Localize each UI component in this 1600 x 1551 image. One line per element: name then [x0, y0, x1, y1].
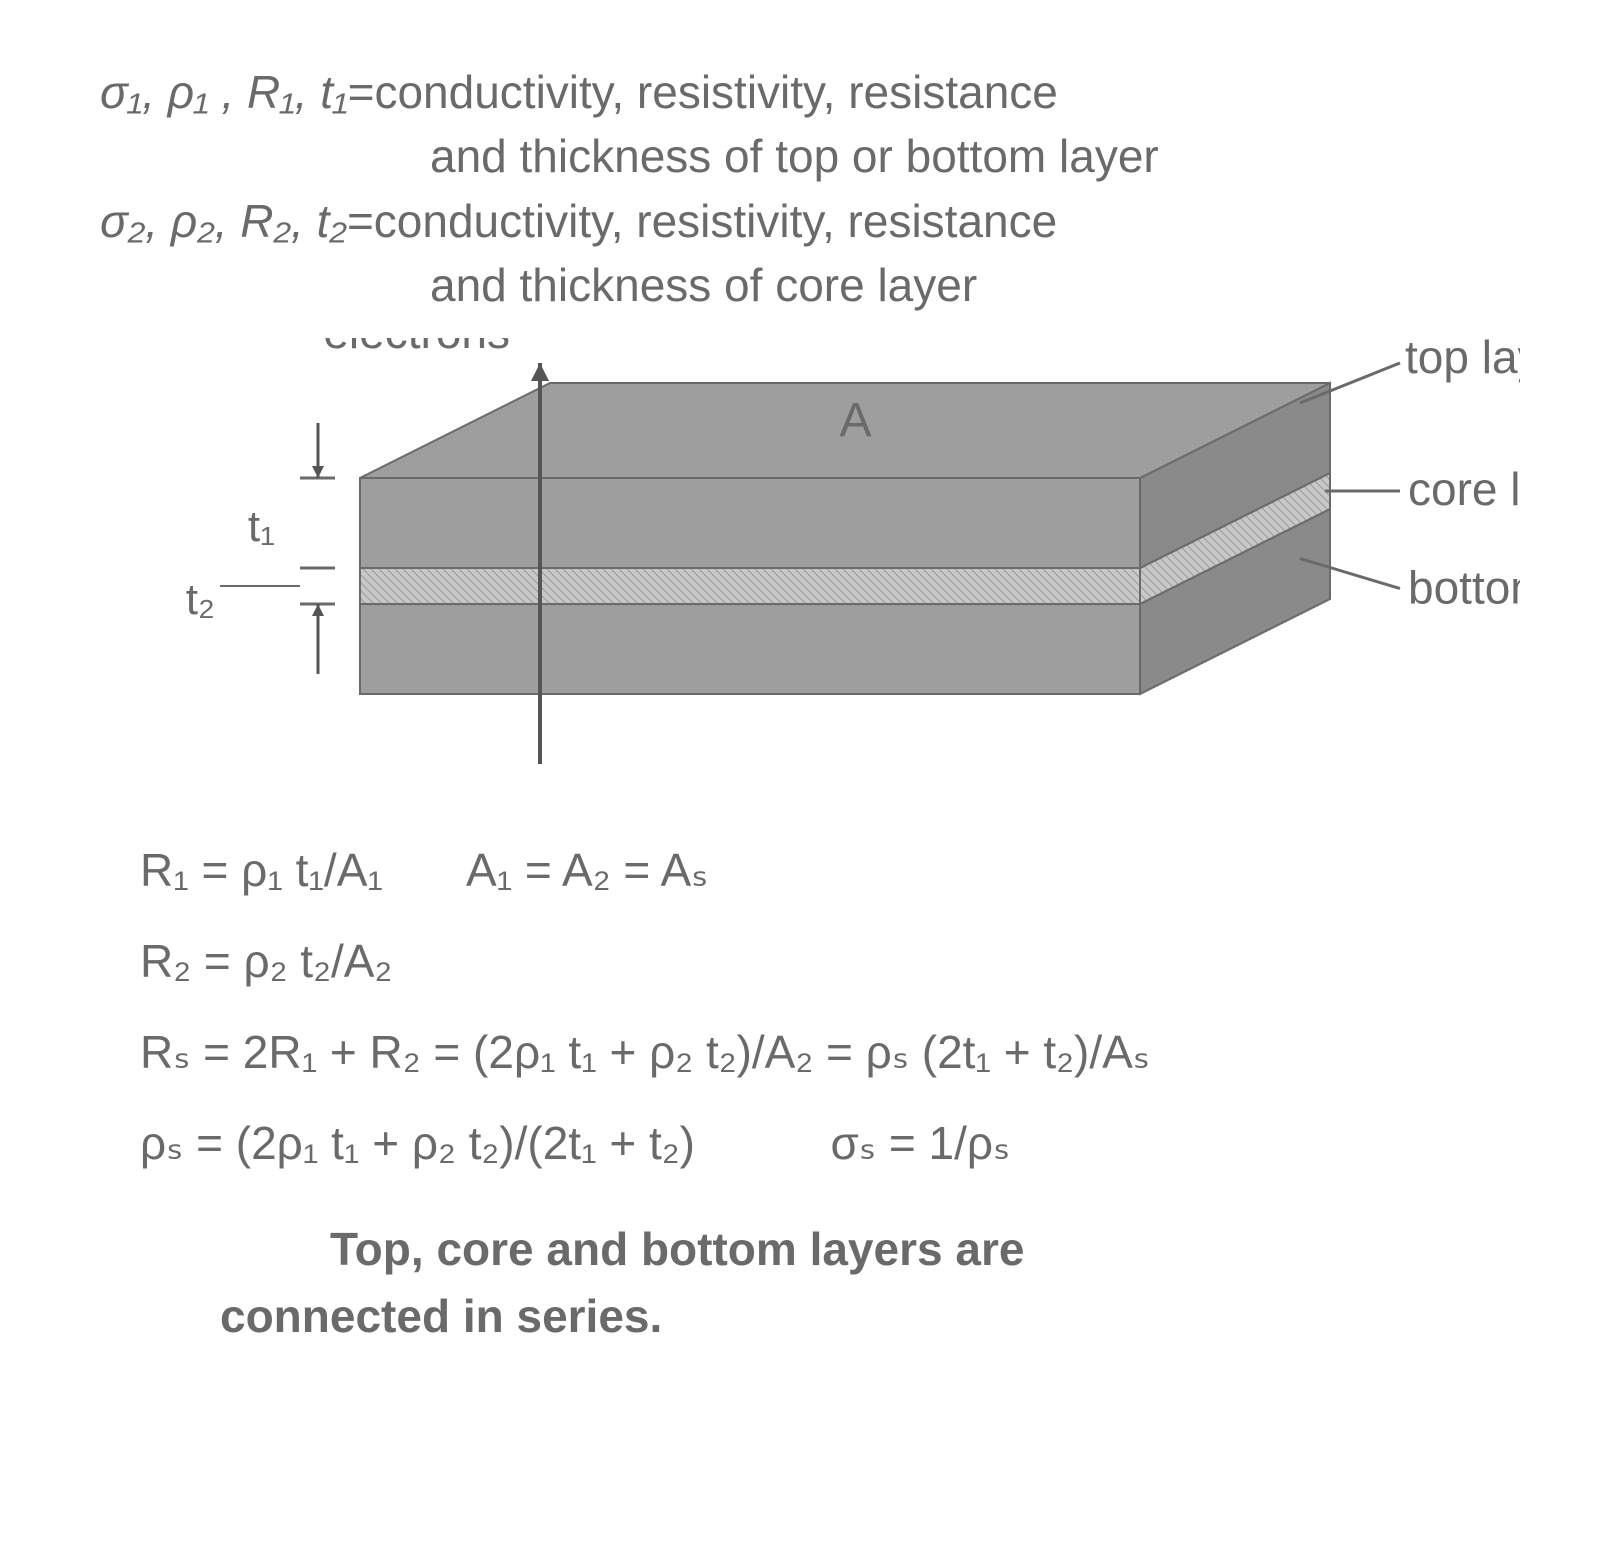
svg-text:electrons: electrons	[323, 338, 510, 358]
caption: Top, core and bottom layers are connecte…	[100, 1216, 1510, 1349]
definitions-block: σ₁, ρ₁ , R₁, t₁ =conductivity, resistivi…	[100, 60, 1510, 318]
svg-text:core layer: core layer	[1408, 463, 1520, 515]
svg-text:bottom layer: bottom layer	[1408, 561, 1520, 613]
eq1b: A₁ = A₂ = Aₛ	[466, 844, 708, 896]
eq3: Rₛ = 2R₁ + R₂ = (2ρ₁ t₁ + ρ₂ t₂)/A₂ = ρₛ…	[140, 1026, 1150, 1078]
def-line-3: σ₂, ρ₂, R₂, t₂ =conductivity, resistivit…	[100, 189, 1510, 253]
eq1a: R₁ = ρ₁ t₁/A₁	[140, 844, 383, 896]
equations-block: R₁ = ρ₁ t₁/A₁ A₁ = A₂ = Aₛ R₂ = ρ₂ t₂/A₂…	[100, 828, 1510, 1186]
diagram-svg: electrons At₁ t₂ top layer core layer bottom …	[100, 338, 1520, 818]
def1-symbols: σ₁, ρ₁ , R₁, t₁	[100, 60, 348, 124]
eq-line-2: R₂ = ρ₂ t₂/A₂	[140, 919, 1510, 1004]
figure-page: σ₁, ρ₁ , R₁, t₁ =conductivity, resistivi…	[0, 0, 1600, 1551]
caption-line1: Top, core and bottom layers are	[330, 1223, 1024, 1275]
def1-text: =conductivity, resistivity, resistance	[348, 60, 1058, 124]
eq-line-3: Rₛ = 2R₁ + R₂ = (2ρ₁ t₁ + ρ₂ t₂)/A₂ = ρₛ…	[140, 1010, 1510, 1095]
eq-line-4: ρₛ = (2ρ₁ t₁ + ρ₂ t₂)/(2t₁ + t₂) σₛ = 1/…	[140, 1101, 1510, 1186]
caption-line2: connected in series.	[220, 1283, 662, 1350]
svg-text:A: A	[839, 393, 871, 446]
def4-text: and thickness of core layer	[430, 253, 977, 317]
eq-line-1: R₁ = ρ₁ t₁/A₁ A₁ = A₂ = Aₛ	[140, 828, 1510, 913]
def-line-1: σ₁, ρ₁ , R₁, t₁ =conductivity, resistivi…	[100, 60, 1510, 124]
layer-diagram: electronsAt₁t₂top layercore layerbottom …	[100, 338, 1510, 818]
def-line-4: and thickness of core layer	[100, 253, 1510, 317]
eq4a: ρₛ = (2ρ₁ t₁ + ρ₂ t₂)/(2t₁ + t₂)	[140, 1117, 695, 1169]
eq4b: σₛ = 1/ρₛ	[831, 1117, 1011, 1169]
svg-text:top layer: top layer	[1405, 338, 1520, 383]
def2-text: and thickness of top or bottom layer	[430, 124, 1159, 188]
def3-text: =conductivity, resistivity, resistance	[347, 189, 1057, 253]
def-line-2: and thickness of top or bottom layer	[100, 124, 1510, 188]
svg-text:t₂: t₂	[186, 575, 215, 624]
eq2: R₂ = ρ₂ t₂/A₂	[140, 935, 392, 987]
def3-symbols: σ₂, ρ₂, R₂, t₂	[100, 189, 347, 253]
svg-text:t₁: t₁	[248, 502, 275, 551]
